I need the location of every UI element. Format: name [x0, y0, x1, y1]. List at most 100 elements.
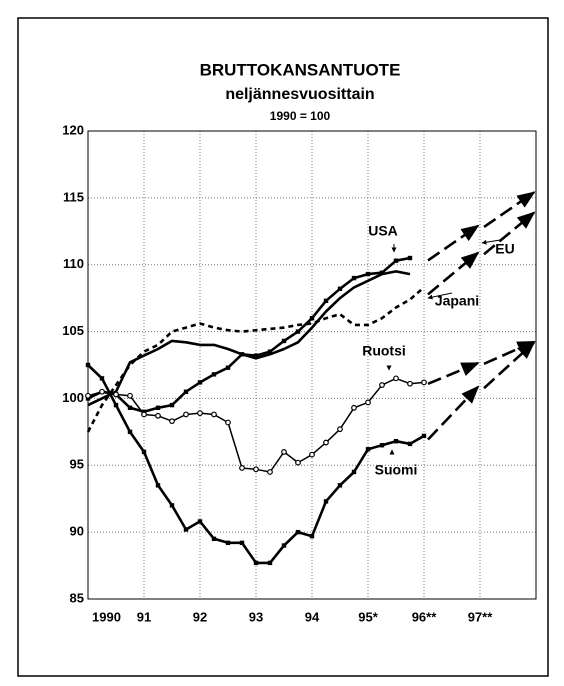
series-line — [86, 286, 425, 433]
series-line — [87, 270, 411, 407]
point — [393, 375, 399, 382]
point — [113, 402, 119, 408]
frame — [17, 17, 549, 677]
point — [211, 411, 217, 418]
point — [253, 560, 259, 566]
point — [337, 483, 343, 488]
point — [155, 405, 161, 410]
point — [281, 338, 287, 344]
x-tick-label: 94 — [305, 609, 320, 624]
forecast-arrow — [427, 251, 480, 296]
x-tick-label: 91 — [137, 609, 151, 624]
y-tick-label: 120 — [62, 122, 84, 137]
point — [239, 465, 245, 471]
point — [211, 536, 217, 542]
point — [295, 329, 301, 334]
y-tick-label: 105 — [62, 323, 84, 338]
point — [169, 418, 175, 425]
point — [379, 270, 385, 275]
forecast-arrow — [483, 191, 536, 229]
point — [351, 404, 357, 411]
point — [337, 286, 343, 291]
x-tick-label: 92 — [193, 609, 207, 624]
point — [225, 365, 231, 370]
y-tick-label: 110 — [63, 256, 84, 271]
y-tick-label: 90 — [70, 524, 84, 539]
point — [113, 391, 119, 398]
y-tick-label: 115 — [63, 189, 84, 204]
label-pointer — [427, 292, 453, 300]
point — [351, 275, 357, 281]
point — [281, 449, 287, 455]
label-pointer — [481, 239, 501, 245]
point — [99, 388, 105, 395]
point — [281, 543, 287, 548]
x-tick-label: 96** — [412, 609, 438, 624]
series-label: USA — [368, 223, 398, 239]
point — [155, 412, 161, 419]
series-label: EU — [495, 241, 514, 257]
forecast-arrow — [483, 211, 536, 256]
x-tick-label: 93 — [249, 609, 263, 624]
point — [295, 459, 301, 466]
forecast-arrow — [427, 361, 480, 386]
point — [267, 560, 273, 566]
point — [183, 411, 189, 418]
point — [407, 441, 413, 447]
point — [183, 389, 189, 394]
point — [225, 540, 231, 546]
point — [323, 439, 329, 446]
point — [393, 439, 399, 444]
chart-note: 1990 = 100 — [270, 109, 331, 123]
point — [267, 349, 273, 354]
point — [225, 419, 231, 426]
point — [169, 402, 175, 408]
point — [421, 379, 427, 386]
point — [309, 316, 315, 321]
point — [211, 372, 217, 377]
point — [127, 405, 133, 410]
chart-subtitle: neljännesvuosittain — [225, 86, 374, 103]
y-tick-label: 95 — [70, 457, 84, 472]
x-tick-label: 95* — [358, 609, 378, 624]
point — [309, 533, 315, 539]
point — [253, 466, 259, 473]
series-line — [87, 256, 411, 414]
y-tick-label: 85 — [70, 590, 84, 605]
point — [183, 527, 189, 532]
point — [197, 410, 203, 417]
point — [393, 258, 399, 263]
point — [407, 255, 413, 261]
point — [379, 443, 385, 448]
point — [323, 499, 329, 504]
point — [421, 433, 427, 439]
forecast-arrow — [483, 340, 536, 366]
forecast-arrow — [483, 341, 536, 390]
series-label: Japani — [435, 293, 479, 309]
forecast-arrow — [427, 224, 480, 262]
point — [85, 392, 91, 399]
point — [267, 469, 273, 475]
x-tick-label: 1990 — [92, 609, 121, 624]
point — [365, 271, 371, 277]
point — [323, 298, 329, 304]
point — [351, 469, 357, 475]
point — [253, 353, 259, 358]
point — [127, 429, 133, 435]
point — [407, 380, 413, 387]
x-tick-label: 97** — [468, 609, 494, 624]
point — [309, 451, 315, 458]
point — [337, 426, 343, 433]
point — [239, 540, 245, 546]
point — [365, 399, 371, 406]
forecast-arrow — [427, 385, 480, 441]
point — [197, 519, 203, 524]
series-label: Suomi — [375, 462, 418, 478]
point — [155, 483, 161, 488]
point — [169, 503, 175, 508]
point — [197, 380, 203, 385]
point — [141, 411, 147, 418]
point — [295, 529, 301, 535]
point — [141, 449, 147, 455]
